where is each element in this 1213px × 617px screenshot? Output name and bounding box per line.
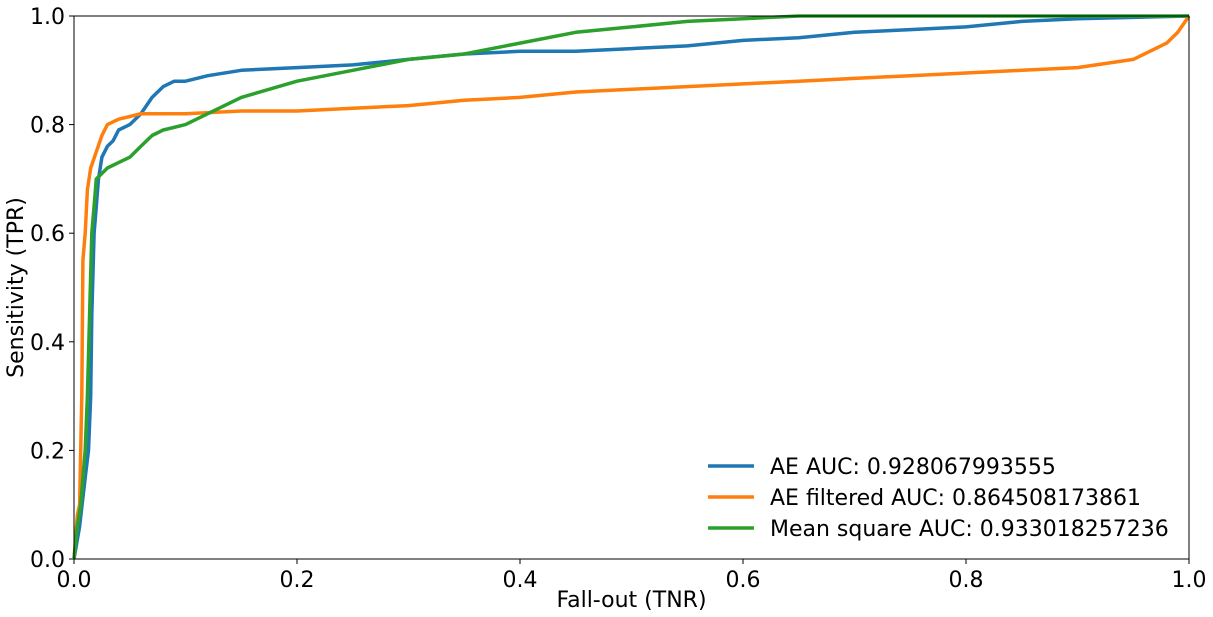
y-tick-label: 0.2	[30, 439, 65, 464]
legend: AE AUC: 0.928067993555 AE filtered AUC: 0…	[708, 455, 1169, 542]
x-tick-label: 0.6	[726, 568, 761, 593]
legend-label-2: AE filtered AUC: 0.864508173861	[770, 486, 1141, 511]
series-line-1	[72, 14, 1190, 560]
axis-ticks: 0.0 0.2 0.4 0.6 0.8 1.0 0.0 0.2 0.4 0.6 0.8 1.0	[30, 5, 1207, 593]
y-tick-label: 0.0	[30, 548, 65, 573]
x-axis-label: Fall-out (TNR)	[556, 588, 706, 613]
x-tick-label: 0.2	[280, 568, 315, 593]
x-tick-label: 0.4	[503, 568, 538, 593]
x-tick-label: 0.0	[57, 568, 92, 593]
legend-label-3: Mean square AUC: 0.933018257236	[770, 517, 1169, 542]
y-tick-label: 0.8	[30, 114, 65, 139]
y-tick-label: 0.4	[30, 331, 65, 356]
y-tick-label: 0.6	[30, 222, 65, 247]
series-line-2	[72, 15, 1191, 560]
legend-label-1: AE AUC: 0.928067993555	[770, 455, 1056, 480]
x-tick-label: 1.0	[1172, 568, 1207, 593]
plot-area	[72, 14, 1191, 560]
axes-frame	[73, 15, 1190, 560]
x-tick-label: 0.8	[949, 568, 984, 593]
y-tick-label: 1.0	[30, 5, 65, 30]
series-line-3	[72, 14, 1189, 560]
y-axis-label: Sensitivity (TPR)	[4, 197, 29, 378]
